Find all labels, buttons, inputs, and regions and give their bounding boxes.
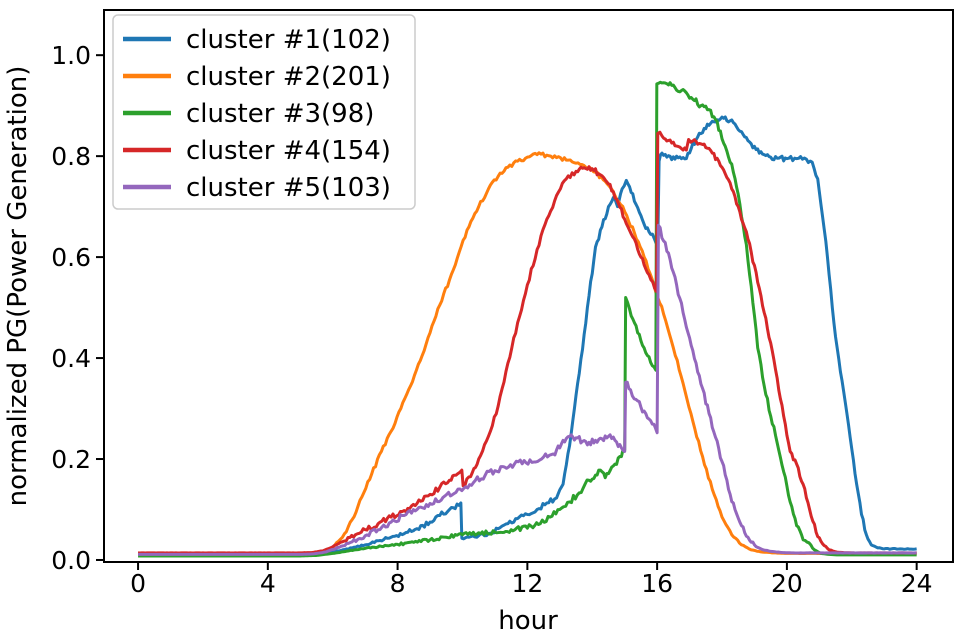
legend-label: cluster #5(103) xyxy=(186,173,391,203)
legend-item: cluster #1(102) xyxy=(123,25,391,55)
x-tick-label: 4 xyxy=(260,569,276,598)
y-tick-label: 0.2 xyxy=(51,445,91,474)
legend-item: cluster #4(154) xyxy=(123,136,391,166)
legend-label: cluster #2(201) xyxy=(186,62,391,92)
legend-label: cluster #1(102) xyxy=(186,25,391,55)
legend: cluster #1(102) cluster #2(201) cluster … xyxy=(112,14,416,210)
legend-box xyxy=(112,14,416,210)
y-tick-label: 0.0 xyxy=(51,546,91,575)
legend-item: cluster #5(103) xyxy=(123,173,391,203)
legend-item: cluster #2(201) xyxy=(123,62,391,92)
x-tick-label: 0 xyxy=(130,569,146,598)
series-line-4 xyxy=(138,130,917,555)
x-tick-label: 8 xyxy=(390,569,406,598)
x-axis-label: hour xyxy=(498,606,558,636)
y-tick-label: 0.8 xyxy=(51,142,91,171)
x-tick-label: 24 xyxy=(901,569,933,598)
series-line-3 xyxy=(138,80,917,558)
x-tick-label: 20 xyxy=(771,569,803,598)
x-tick-label: 16 xyxy=(641,569,673,598)
legend-item: cluster #3(98) xyxy=(123,99,374,129)
y-tick-label: 0.4 xyxy=(51,344,91,373)
plot-area: 0 4 8 12 16 20 24 0.0 0.2 0.4 0.6 0.8 1.0 xyxy=(51,9,954,598)
y-tick-label: 0.6 xyxy=(51,243,91,272)
y-tick-label: 1.0 xyxy=(51,41,91,70)
series-line-5 xyxy=(138,223,917,556)
legend-label: cluster #4(154) xyxy=(186,136,391,166)
series-line-2 xyxy=(138,151,917,555)
x-tick-label: 12 xyxy=(511,569,543,598)
legend-label: cluster #3(98) xyxy=(186,99,374,129)
y-axis-label: normalized PG(Power Generation) xyxy=(3,66,33,507)
axes-spines xyxy=(103,9,954,563)
